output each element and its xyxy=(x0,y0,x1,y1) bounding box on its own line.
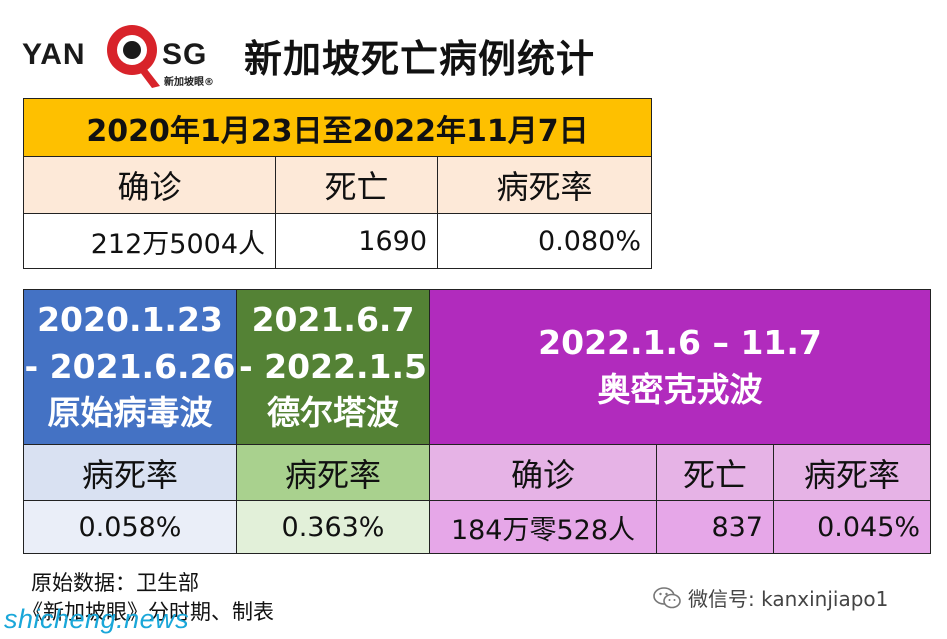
wave-row: 2020.1.23 - 2021.6.26 原始病毒波 2021.6.7 - 2… xyxy=(23,289,932,445)
wave-line: 2020.1.23 xyxy=(37,299,223,339)
header-cell: 确诊 xyxy=(429,444,657,501)
overall-table: 2020年1月23日至2022年11月7日 确诊 死亡 病死率 212万5004… xyxy=(23,98,652,269)
wave-original-cell: 2020.1.23 - 2021.6.26 原始病毒波 xyxy=(23,289,237,445)
watermark-text: shicheng.news xyxy=(4,604,190,634)
logo-text-right: SG xyxy=(162,38,208,71)
header-cell: 确诊 xyxy=(23,156,276,214)
header-cell: 病死率 xyxy=(236,444,430,501)
wechat-label: 微信号: kanxinjiapo1 xyxy=(688,587,889,611)
wave-line: 2021.6.7 xyxy=(251,299,415,339)
wave-line: 奥密克戎波 xyxy=(597,370,763,409)
header-cell: 病死率 xyxy=(23,444,237,501)
value-cell: 212万5004人 xyxy=(23,213,276,269)
header-cell: 病死率 xyxy=(772,444,932,501)
period-cell: 2020年1月23日至2022年11月7日 xyxy=(23,98,652,157)
logo-text-left: YAN xyxy=(22,38,86,71)
header-cell: 死亡 xyxy=(656,444,774,501)
wechat-icon xyxy=(653,586,681,608)
magnifier-logo-icon xyxy=(107,25,160,88)
value-cell: 0.058% xyxy=(23,500,237,554)
wechat-id: 微信号: kanxinjiapo1 xyxy=(652,583,888,612)
wave-line: 2022.1.6 – 11.7 xyxy=(538,323,822,363)
header-row: 确诊 死亡 病死率 xyxy=(23,156,652,214)
page-title: 新加坡死亡病例统计 xyxy=(244,37,596,81)
source-note: 原始数据：卫生部 xyxy=(31,571,199,595)
logo-subtitle: 新加坡眼® xyxy=(164,77,214,88)
value-cell: 0.080% xyxy=(437,213,652,269)
value-cell: 0.363% xyxy=(236,500,430,554)
header-row: 病死率 病死率 确诊 死亡 病死率 xyxy=(23,444,932,501)
value-cell: 184万零528人 xyxy=(429,500,657,554)
wave-line: - 2021.6.26 xyxy=(24,346,236,386)
brand-logo: YAN SG 新加坡眼® xyxy=(22,18,237,94)
wave-omicron-cell: 2022.1.6 – 11.7 奥密克戎波 xyxy=(428,289,932,445)
header-cell: 死亡 xyxy=(275,156,438,214)
period-row: 2020年1月23日至2022年11月7日 xyxy=(23,98,652,157)
header-cell: 病死率 xyxy=(437,156,652,214)
value-cell: 0.045% xyxy=(772,500,932,554)
wave-table: 2020.1.23 - 2021.6.26 原始病毒波 2021.6.7 - 2… xyxy=(23,289,932,554)
wave-line: 德尔塔波 xyxy=(267,393,399,433)
value-cell: 1690 xyxy=(275,213,438,269)
wave-delta-cell: 2021.6.7 - 2022.1.5 德尔塔波 xyxy=(236,289,430,445)
wave-line: - 2022.1.5 xyxy=(238,346,428,386)
credit-note: 《新加坡眼》分时期、制表 xyxy=(22,600,274,624)
value-row: 0.058% 0.363% 184万零528人 837 0.045% xyxy=(23,500,932,554)
value-cell: 837 xyxy=(656,500,774,554)
value-row: 212万5004人 1690 0.080% xyxy=(23,213,652,269)
wave-line: 原始病毒波 xyxy=(47,393,213,433)
